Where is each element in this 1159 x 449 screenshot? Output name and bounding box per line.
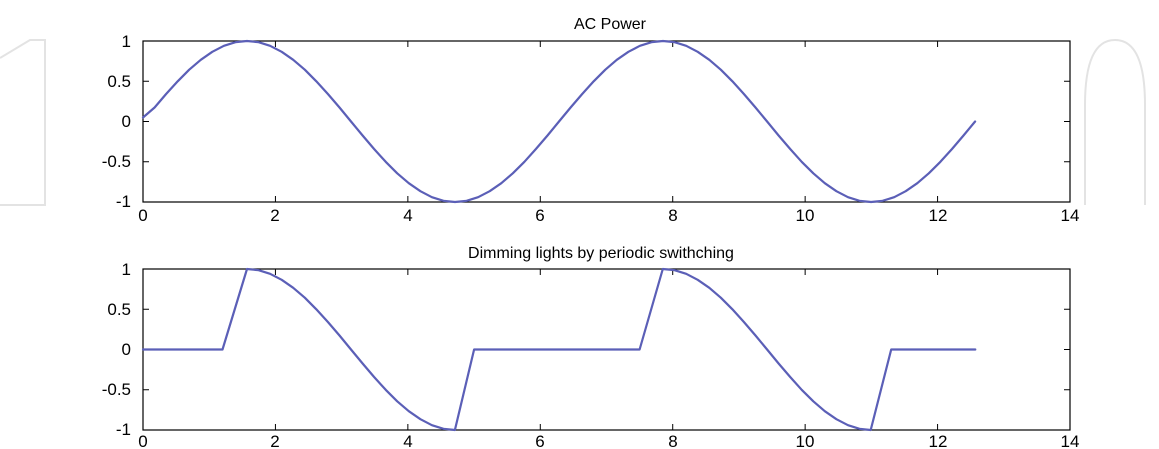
x-tick-label: 10 [796, 432, 815, 449]
y-tick-label: 1 [122, 32, 131, 51]
x-ticks: 0 2 4 6 8 10 12 14 [138, 206, 1079, 225]
x-tick-label: 12 [929, 432, 948, 449]
tick-marks [142, 268, 1071, 431]
y-tick-label: 0.5 [107, 72, 131, 91]
x-tick-label: 14 [1061, 206, 1080, 225]
y-tick-label: -1 [116, 192, 131, 211]
x-tick-label: 2 [270, 206, 279, 225]
x-tick-label: 10 [796, 206, 815, 225]
x-ticks: 0 2 4 6 8 10 12 14 [138, 432, 1079, 449]
x-tick-label: 14 [1061, 432, 1080, 449]
x-tick-label: 8 [668, 206, 677, 225]
series-line-ac-power [141, 39, 977, 204]
x-tick-label: 2 [270, 432, 279, 449]
x-tick-label: 0 [138, 432, 147, 449]
y-tick-label: -0.5 [102, 380, 131, 399]
x-tick-label: 6 [535, 206, 544, 225]
y-tick-label: 0.5 [107, 300, 131, 319]
x-tick-label: 4 [403, 206, 412, 225]
y-tick-label: 0 [122, 112, 131, 131]
x-tick-label: 8 [668, 432, 677, 449]
x-tick-label: 6 [535, 432, 544, 449]
x-tick-label: 4 [403, 432, 412, 449]
y-ticks: 1 0.5 0 -0.5 -1 [102, 32, 131, 211]
axes-box [142, 40, 1071, 203]
x-tick-label: 0 [138, 206, 147, 225]
subplot-dimming: Dimming lights by periodic swithching 1 … [102, 245, 1080, 449]
x-tick-label: 12 [929, 206, 948, 225]
watermark-shapes [0, 38, 1146, 206]
y-tick-label: -0.5 [102, 152, 131, 171]
y-ticks: 1 0.5 0 -0.5 -1 [102, 260, 131, 439]
subplot-title: AC Power [574, 16, 647, 33]
series-line-dimming [141, 267, 977, 432]
subplot-ac-power: AC Power 1 0.5 0 -0.5 -1 0 2 4 6 8 10 12… [102, 16, 1080, 225]
y-tick-label: 0 [122, 340, 131, 359]
subplot-title: Dimming lights by periodic swithching [468, 245, 734, 262]
y-tick-label: 1 [122, 260, 131, 279]
y-tick-label: -1 [116, 420, 131, 439]
